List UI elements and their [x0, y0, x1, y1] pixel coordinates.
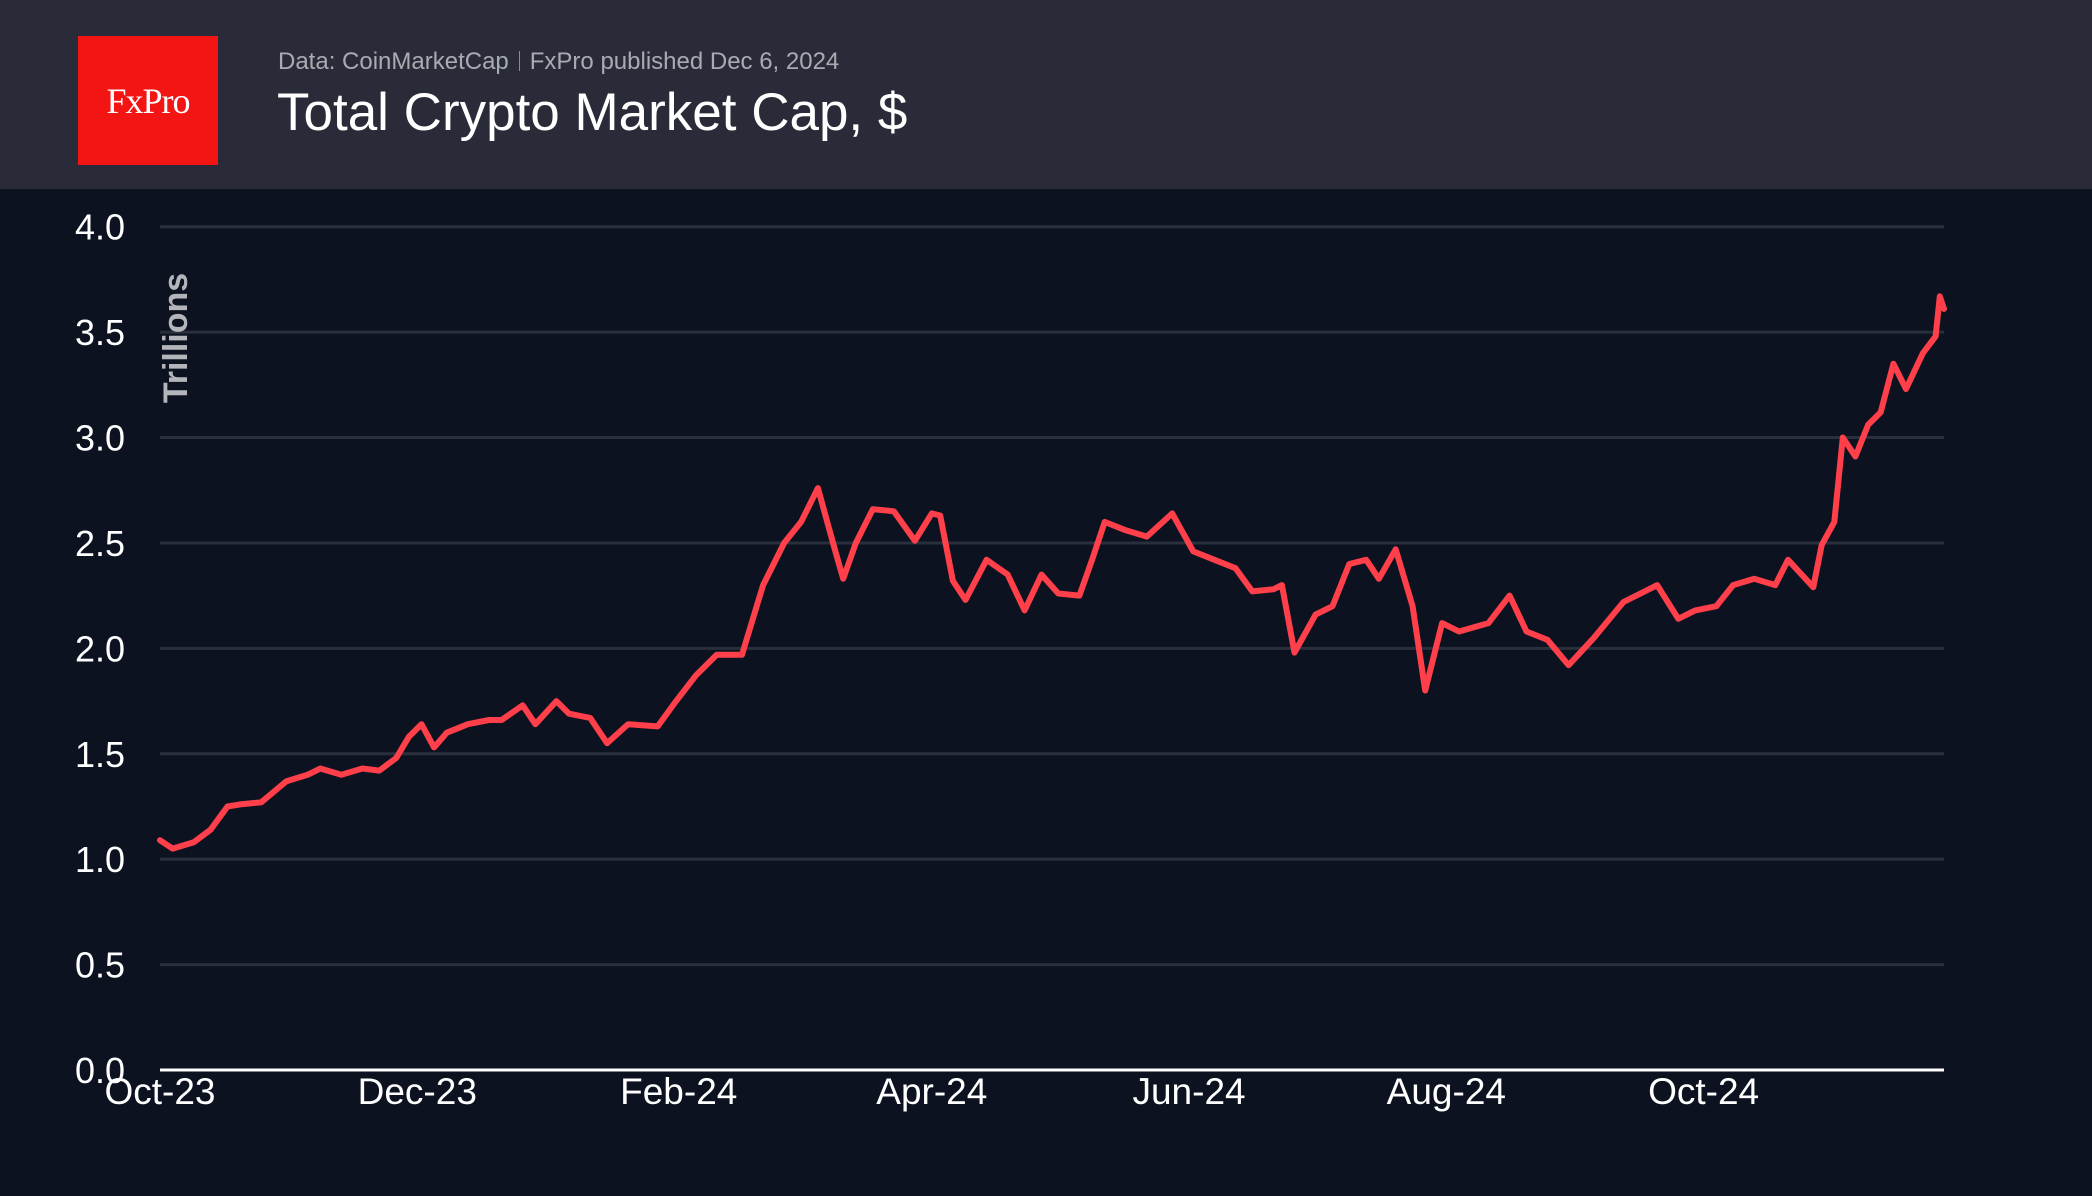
data-source: Data: CoinMarketCap [278, 48, 509, 75]
separator [518, 51, 520, 71]
y-axis-label: Trillions [157, 273, 195, 403]
series-line-market-cap [157, 293, 1947, 852]
chart-title: Total Crypto Market Cap, $ [277, 83, 908, 142]
x-tick-label: Aug-24 [1387, 1071, 1506, 1112]
y-tick-label: 1.5 [75, 734, 125, 775]
chart-subtitle: Data: CoinMarketCap FxPro published Dec 6… [278, 48, 839, 76]
chart-header: FxPro Data: CoinMarketCap FxPro published… [0, 0, 2092, 189]
y-tick-label: 0.0 [75, 1050, 125, 1091]
x-tick-label: Dec-23 [358, 1071, 477, 1112]
x-tick-label: Oct-24 [1648, 1071, 1759, 1112]
x-tick-label: Apr-24 [876, 1071, 987, 1112]
x-tick-label: Jun-24 [1132, 1071, 1245, 1112]
x-tick-label: Feb-24 [620, 1071, 737, 1112]
y-tick-label: 4.0 [75, 207, 125, 248]
y-tick-label: 2.5 [75, 523, 125, 564]
fxpro-logo: FxPro [78, 36, 218, 165]
publisher-note: FxPro published Dec 6, 2024 [529, 48, 840, 75]
logo-text: FxPro [106, 80, 190, 121]
y-tick-label: 1.0 [75, 839, 125, 880]
y-tick-label: 0.5 [75, 945, 125, 986]
y-tick-label: 3.0 [75, 418, 125, 459]
y-tick-label: 3.5 [75, 312, 125, 353]
x-tick-label: Oct-23 [104, 1071, 215, 1112]
y-tick-label: 2.0 [75, 628, 125, 669]
